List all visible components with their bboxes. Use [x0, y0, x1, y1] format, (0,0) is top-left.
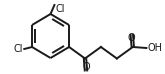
Text: Cl: Cl	[14, 44, 23, 54]
Text: O: O	[82, 62, 90, 72]
Text: OH: OH	[147, 43, 162, 53]
Text: Cl: Cl	[55, 4, 65, 14]
Text: O: O	[128, 33, 136, 43]
